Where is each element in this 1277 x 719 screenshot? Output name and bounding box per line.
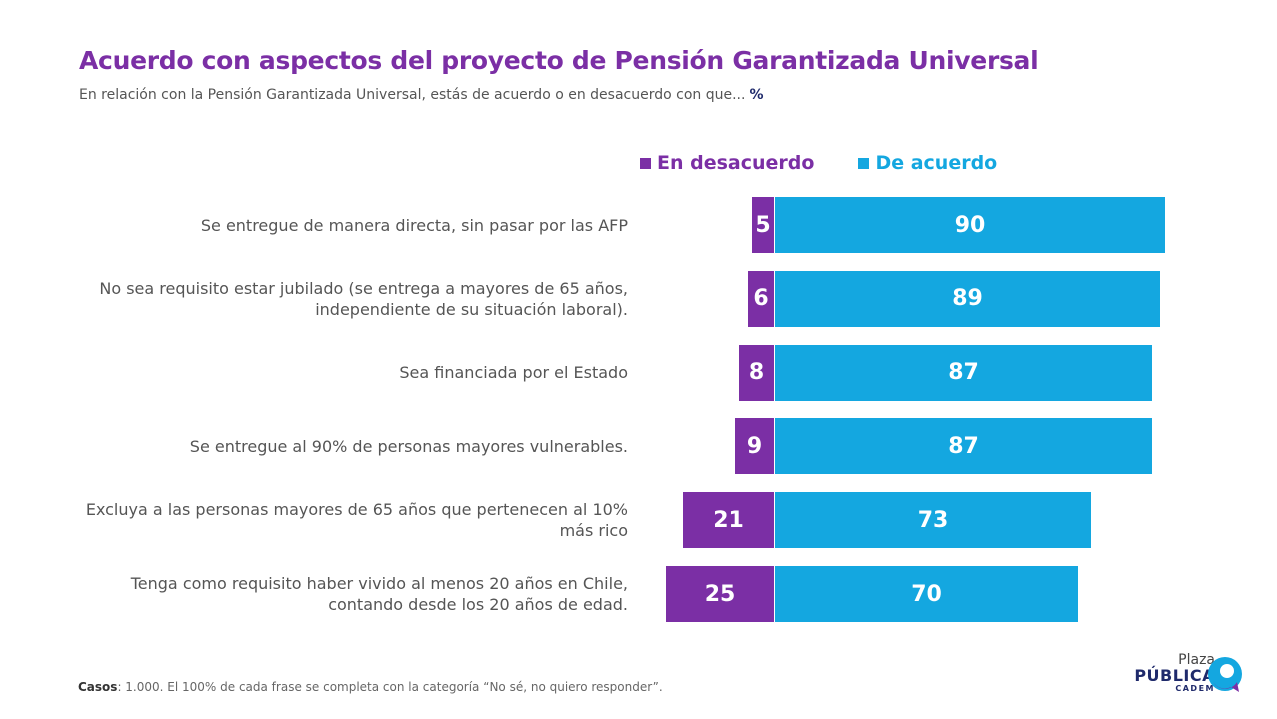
bar-disagree: 9: [735, 418, 774, 475]
data-label-disagree: 25: [704, 581, 736, 607]
bar-agree: 73: [775, 492, 1091, 549]
data-label-agree: 73: [917, 507, 949, 533]
data-label-agree: 90: [954, 212, 986, 238]
category-label: Se entregue de manera directa, sin pasar…: [200, 215, 628, 235]
category-label: No sea requisito estar jubilado (se entr…: [99, 278, 628, 319]
logo-line-1: Plaza: [1178, 652, 1215, 668]
bar-agree: 89: [775, 270, 1160, 327]
bar-agree: 87: [775, 344, 1152, 401]
legend-label-disagree: En desacuerdo: [657, 152, 815, 174]
legend-swatch-disagree: [640, 157, 651, 169]
bar-disagree: 5: [752, 197, 774, 253]
footer-label: Casos: [78, 680, 118, 694]
data-label-disagree: 5: [755, 212, 771, 238]
plaza-publica-cadem-logo: Plaza PÚBLICA CADEM: [1125, 652, 1245, 696]
logo-line-2: PÚBLICA: [1134, 666, 1215, 685]
category-label: Tenga como requisito haber vivido al men…: [130, 574, 628, 614]
data-label-disagree: 8: [748, 360, 765, 386]
page-subtitle: En relación con la Pensión Garantizada U…: [79, 87, 763, 103]
data-label-disagree: 21: [713, 507, 744, 533]
data-label-agree: 70: [911, 581, 942, 607]
data-label-agree: 87: [948, 433, 979, 459]
chart-legend: En desacuerdo De acuerdo: [640, 150, 997, 176]
legend-swatch-agree: [858, 157, 870, 169]
speech-bubble-icon: [1208, 657, 1242, 692]
data-label-agree: 89: [952, 286, 983, 312]
bar-agree: 70: [775, 566, 1078, 622]
bar-agree: 87: [775, 418, 1152, 475]
legend-item-agree: De acuerdo: [858, 152, 997, 174]
data-label-disagree: 9: [746, 433, 763, 459]
legend-label-agree: De acuerdo: [875, 152, 998, 174]
logo-line-3: CADEM: [1175, 684, 1215, 693]
bar-disagree: 6: [748, 270, 774, 327]
bar-disagree: 25: [666, 566, 774, 622]
subtitle-text: En relación con la Pensión Garantizada U…: [79, 87, 746, 103]
data-label-disagree: 6: [753, 286, 769, 312]
footer-note: Casos: 1.000. El 100% de cada frase se c…: [78, 680, 663, 694]
footer-text: : 1.000. El 100% de cada frase se comple…: [117, 680, 663, 694]
subtitle-unit: %: [749, 87, 764, 103]
legend-item-disagree: En desacuerdo: [640, 152, 814, 174]
category-label: Sea financiada por el Estado: [399, 363, 628, 383]
page-title: Acuerdo con aspectos del proyecto de Pen…: [79, 46, 1039, 75]
data-label-agree: 87: [948, 360, 979, 386]
bar-disagree: 8: [739, 344, 774, 401]
bar-agree: 90: [775, 197, 1165, 253]
category-label: Excluya a las personas mayores de 65 año…: [85, 500, 628, 541]
category-label: Se entregue al 90% de personas mayores v…: [189, 436, 628, 456]
bar-disagree: 21: [683, 492, 774, 549]
